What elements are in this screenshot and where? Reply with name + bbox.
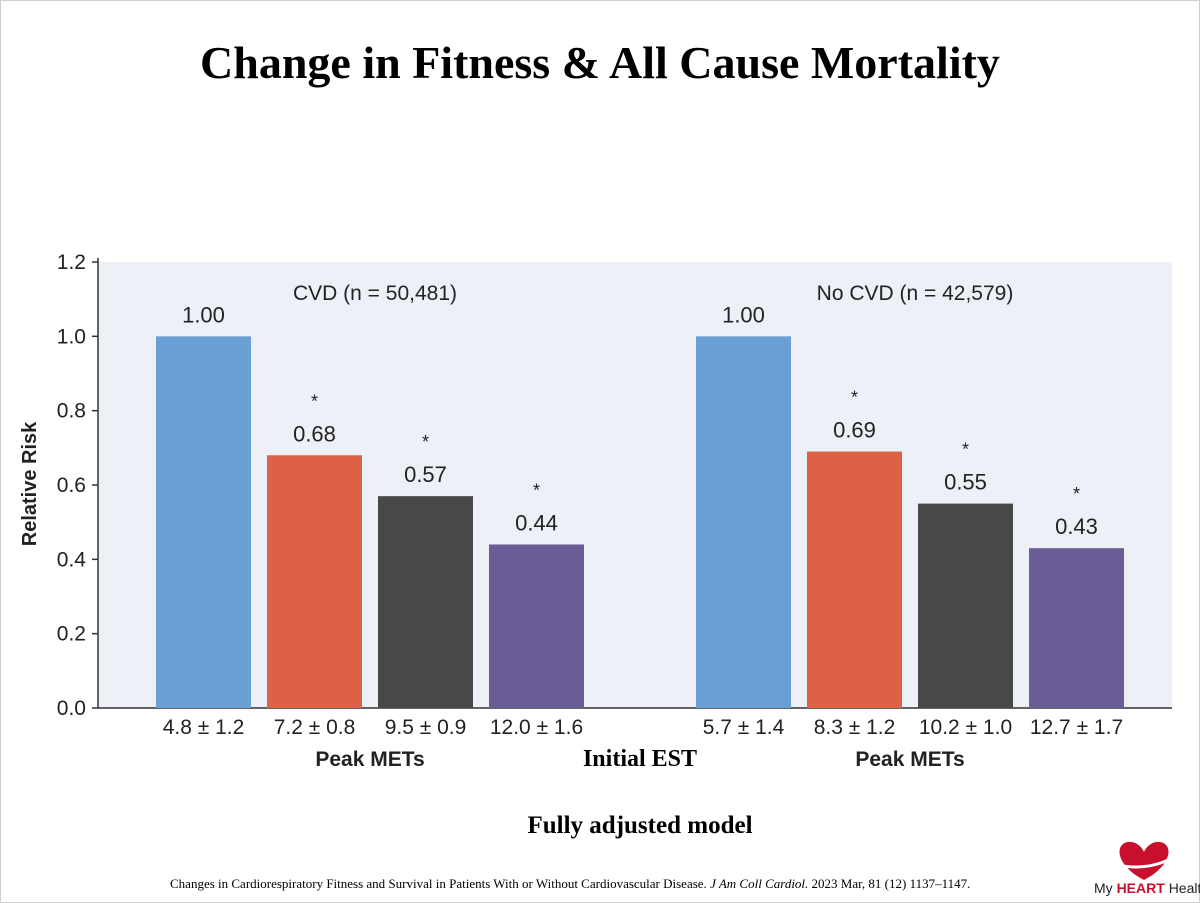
bar-group: CVD (n = 50,481) 1.00 4.8 ± 1.2 0.68 * 7.2 ± … xyxy=(156,282,584,771)
bar-value-label: 1.00 xyxy=(182,302,225,327)
brand-prefix: My xyxy=(1094,880,1113,896)
x-group-title: Initial EST xyxy=(582,746,698,772)
y-tick-label: 0.6 xyxy=(57,474,86,497)
x-tick-label: 10.2 ± 1.0 xyxy=(919,716,1012,739)
y-tick-label: 1.2 xyxy=(57,251,86,274)
bar-value-label: 0.68 xyxy=(293,421,336,446)
citation-journal: J Am Coll Cardiol. xyxy=(710,876,809,891)
bar-value-label: 0.55 xyxy=(944,470,987,495)
y-tick-label: 0.2 xyxy=(57,623,86,646)
citation: Changes in Cardiorespiratory Fitness and… xyxy=(170,876,970,892)
bar xyxy=(156,336,251,708)
significance-marker: * xyxy=(533,480,540,500)
y-tick-label: 0.8 xyxy=(57,400,86,423)
x-tick-label: 5.7 ± 1.4 xyxy=(703,716,785,739)
bar xyxy=(807,451,902,708)
x-tick-label: 8.3 ± 1.2 xyxy=(814,716,896,739)
y-axis-label: Relative Risk xyxy=(19,421,41,546)
brand-name: My HEART Health xyxy=(1094,880,1200,896)
x-tick-label: 7.2 ± 0.8 xyxy=(274,716,356,739)
significance-marker: * xyxy=(1073,484,1080,504)
x-tick-label: 12.0 ± 1.6 xyxy=(490,716,583,739)
bar xyxy=(918,503,1013,708)
x-tick-label: 4.8 ± 1.2 xyxy=(163,716,245,739)
bar-value-label: 0.44 xyxy=(515,510,558,535)
bar xyxy=(267,455,362,708)
bar xyxy=(696,336,791,708)
y-tick-label: 0.0 xyxy=(57,697,86,720)
bar-value-label: 0.57 xyxy=(404,462,447,487)
significance-marker: * xyxy=(311,391,318,411)
y-tick-label: 0.4 xyxy=(57,548,87,571)
bar xyxy=(489,544,584,708)
x-axis-label: Peak METs xyxy=(315,748,424,771)
significance-marker: * xyxy=(851,388,858,408)
citation-details: 2023 Mar, 81 (12) 1137–1147. xyxy=(811,876,971,891)
bar-group: No CVD (n = 42,579) 1.00 5.7 ± 1.4 0.69 * 8.3… xyxy=(696,282,1124,771)
slide-title: Change in Fitness & All Cause Mortality xyxy=(200,37,1000,88)
bar xyxy=(378,496,473,708)
bar-value-label: 0.43 xyxy=(1055,514,1098,539)
citation-text: Changes in Cardiorespiratory Fitness and… xyxy=(170,876,707,891)
bar xyxy=(1029,548,1124,708)
brand-suffix: Health xyxy=(1168,880,1200,896)
significance-marker: * xyxy=(962,440,969,460)
heart-logo-icon xyxy=(1109,841,1184,880)
group-label: CVD (n = 50,481) xyxy=(293,282,457,305)
bar-value-label: 1.00 xyxy=(722,302,765,327)
x-axis-label: Peak METs xyxy=(855,748,964,771)
group-label: No CVD (n = 42,579) xyxy=(817,282,1014,305)
brand-highlight: HEART xyxy=(1116,880,1165,896)
bar-chart: 0.0 0.2 0.4 0.6 0.8 1.0 1.2 Relative Risk CVD … xyxy=(19,251,1172,771)
bar-value-label: 0.69 xyxy=(833,418,876,443)
model-label: Fully adjusted model xyxy=(527,812,753,839)
x-tick-label: 9.5 ± 0.9 xyxy=(385,716,467,739)
x-tick-label: 12.7 ± 1.7 xyxy=(1030,716,1123,739)
significance-marker: * xyxy=(422,432,429,452)
y-tick-label: 1.0 xyxy=(57,325,86,348)
